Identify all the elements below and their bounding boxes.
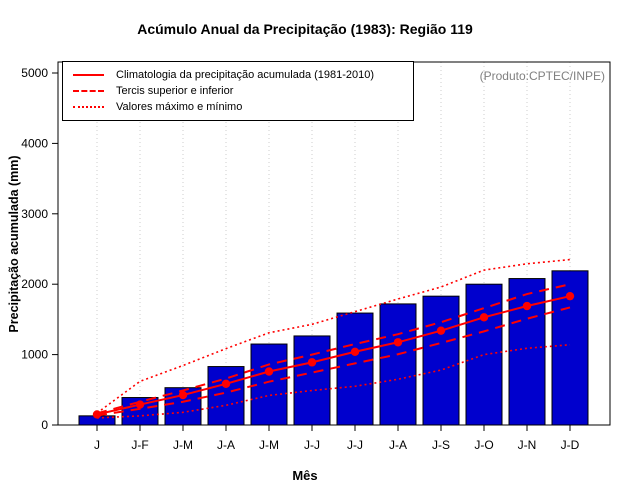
x-tick-label: J-A: [217, 438, 235, 452]
climatology-point: [350, 347, 360, 356]
climatology-point: [565, 291, 575, 301]
bar: [508, 278, 546, 426]
bar: [422, 295, 460, 426]
x-tick-label: J: [94, 438, 100, 452]
bar: [465, 283, 503, 426]
y-axis-title: Precipitação acumulada (mm): [7, 155, 21, 333]
x-tick-label: J-N: [518, 438, 537, 452]
chart-title: Acúmulo Anual da Precipitação (1983): Re…: [137, 21, 473, 37]
legend-label: Climatologia da precipitação acumulada (…: [116, 69, 375, 81]
legend-box: Climatologia da precipitação acumulada (…: [62, 61, 414, 121]
tercis-line: [96, 283, 571, 415]
legend-label: Tercis superior e inferior: [116, 85, 234, 97]
y-tick-label: 0: [41, 418, 48, 432]
bar: [207, 366, 245, 426]
y-tick-label: 5000: [21, 66, 48, 80]
climatology-point: [178, 390, 188, 400]
climatology-point: [522, 301, 532, 311]
maxmin-line: [96, 343, 571, 419]
y-tick-label: 3000: [21, 207, 48, 221]
climatology-point: [436, 326, 446, 335]
climatology-point: [135, 400, 145, 409]
climatology-point: [479, 313, 489, 322]
solid-line-icon: [73, 74, 104, 76]
bar: [379, 303, 417, 426]
tercis-line: [96, 306, 571, 417]
x-tick-label: J-D: [561, 438, 580, 452]
y-tick-label: 2000: [21, 277, 48, 291]
legend-label: Valores máximo e mínimo: [116, 101, 243, 113]
produto-watermark: (Produto:CPTEC/INPE): [479, 69, 605, 83]
climatology-line: [96, 295, 571, 416]
x-tick-label: J-M: [173, 438, 193, 452]
climatology-point: [393, 338, 403, 347]
y-tick-label: 4000: [21, 136, 48, 150]
dotted-line-icon: [73, 106, 104, 108]
climatology-point: [92, 410, 102, 419]
x-tick-label: J-S: [432, 438, 450, 452]
legend-item-climatology: Climatologia da precipitação acumulada (…: [73, 67, 405, 83]
climatology-point: [307, 358, 317, 367]
climatology-point: [264, 367, 274, 376]
legend-item-maxmin: Valores máximo e mínimo: [73, 99, 405, 115]
y-tick-label: 1000: [21, 348, 48, 362]
x-tick-label: J-O: [474, 438, 493, 452]
x-tick-label: J-A: [389, 438, 407, 452]
bar: [293, 335, 331, 426]
bar: [336, 312, 374, 426]
dashed-line-icon: [73, 90, 104, 92]
climatology-point: [221, 379, 231, 389]
x-tick-label: J-J: [304, 438, 320, 452]
x-tick-label: J-M: [259, 438, 279, 452]
legend-item-tercis: Tercis superior e inferior: [73, 83, 405, 99]
maxmin-line: [96, 258, 571, 414]
x-tick-label: J-F: [131, 438, 148, 452]
x-tick-label: J-J: [347, 438, 363, 452]
x-axis-title: Mês: [292, 468, 318, 483]
